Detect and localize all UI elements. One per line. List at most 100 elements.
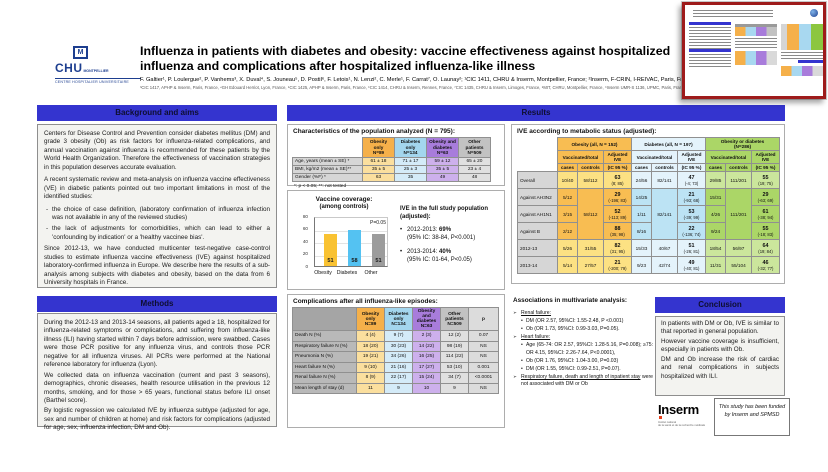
ive-season-item: 2012-2013: 69%(95% IC: 38-84, P<0.001) xyxy=(400,226,500,242)
ive-cell: 21 (-93; 68) xyxy=(676,188,707,206)
row-label: Respiratory failure N (%) xyxy=(292,340,357,352)
cases-cell: 3/15 xyxy=(557,205,578,223)
cases-cell: 5/12 xyxy=(557,188,578,206)
subheader-controls: controls xyxy=(651,163,678,172)
poster-thumbnail-preview[interactable] xyxy=(682,2,826,99)
cases-cell: 5/26 xyxy=(557,239,578,257)
value-cell: 30 (23) xyxy=(384,340,413,352)
value-cell: 18 (20) xyxy=(356,340,385,352)
chu-montpellier-logo: M CHU MONTPELLIER CENTRE HOSPITALIER UNI… xyxy=(55,46,141,84)
value-cell: 9 xyxy=(440,382,469,394)
row-label: Overall xyxy=(517,171,558,189)
ive-metabolic-table: Obesity (all, N = 152) Diabetes (all, N … xyxy=(517,137,781,274)
value-cell: 22 (17) xyxy=(384,372,413,384)
section-header-methods: Methods xyxy=(37,296,277,312)
thumbnail-title-lines xyxy=(693,10,773,18)
complications-box: Complications after all influenza-like e… xyxy=(287,294,505,428)
table-row: Renal failure N (%) 8 (9) 22 (17) 15 (24… xyxy=(292,372,499,384)
col-header-diabetes: Diabetes only N=134 xyxy=(394,137,427,158)
cases-cell: 24/56 xyxy=(631,171,652,189)
conclusion-paragraph-2: However vaccine coverage is insufficient… xyxy=(661,337,779,354)
subheader-adjusted-ive: Adjusted IVE xyxy=(676,150,707,164)
value-cell: 19 (21) xyxy=(356,351,385,363)
col-header-obesity-diabetes: Obesity and diabetes N=63 xyxy=(426,137,459,158)
methods-paragraph-2: We collected data on influenza vaccinati… xyxy=(44,371,270,404)
association-item: Age (65-74: OR 2.57, 95%CI: 1.28-5.16, P… xyxy=(513,342,653,356)
inserm-red-dot-icon xyxy=(659,416,662,419)
corner-cell xyxy=(292,307,357,331)
subheader-adjusted-ive: Adjusted IVE xyxy=(751,150,781,164)
association-item: Ob (OR 1.76, 95%CI: 1.04-3.00, P=0.03) xyxy=(513,358,653,365)
y-tick: 20 xyxy=(302,251,308,256)
cases-cell: 15/31 xyxy=(705,188,727,206)
ive-cell: 63 (8; 85) xyxy=(603,171,632,189)
value-cell: 65 ± 20 xyxy=(458,156,491,166)
characteristics-header-row: Obesity only N=89 Diabetes only N=134 Ob… xyxy=(292,137,491,158)
cases-cell: 1/11 xyxy=(631,205,652,223)
controls-merged-cell: 111/201 xyxy=(725,188,753,240)
subheader-vaccinated-total: Vaccinated/total xyxy=(557,150,604,164)
controls-cell: 40/67 xyxy=(651,239,678,257)
montpellier-text: MONTPELLIER xyxy=(82,69,109,73)
subheader-vaccinated-total: Vaccinated/total xyxy=(705,150,753,164)
value-cell: 17 (27) xyxy=(412,361,441,373)
vaccine-coverage-title: Vaccine coverage: xyxy=(315,196,373,203)
thumbnail-right-column xyxy=(781,22,823,76)
chu-logo-line: CHU MONTPELLIER xyxy=(55,59,141,79)
cases-cell: 15/33 xyxy=(631,239,652,257)
section-header-background: Background and aims xyxy=(37,105,277,121)
value-cell: 71 ± 17 xyxy=(394,156,427,166)
value-cell: 63 xyxy=(362,172,395,182)
y-tick: 40 xyxy=(302,238,308,244)
table-row: Respiratory failure N (%) 18 (20) 30 (23… xyxy=(292,340,499,352)
background-paragraph-3: Since 2012-13, we have conducted multice… xyxy=(44,245,270,286)
bar-value-label: 51 xyxy=(375,258,382,264)
table-row: Mean length of stay (d) 11 9 10 9 NS xyxy=(292,382,499,394)
association-item: Ob (OR 1.73, 95%CI: 0.99-3.03, P=0.05). xyxy=(513,326,653,333)
controls-cell: 31/55 xyxy=(577,239,604,257)
value-cell: 9 xyxy=(384,382,413,394)
controls-cell: 58/112 xyxy=(577,171,604,189)
value-cell: 114 (22) xyxy=(440,351,469,363)
confidence-interval: (95% IC: 38-84, P<0.001) xyxy=(407,235,476,242)
value-cell: 59 ± 12 xyxy=(426,156,459,166)
p-value-cell: 0.07 xyxy=(468,330,499,342)
value-cell: 35 ± 5 xyxy=(362,164,395,174)
y-tick: 80 xyxy=(302,213,308,219)
subheader-row: Vaccinated/total Adjusted IVE Vaccinated… xyxy=(518,150,781,164)
thumbnail-middle-column xyxy=(735,22,777,65)
row-label: Pneumonia N (%) xyxy=(292,351,357,363)
value-cell: 15 (24) xyxy=(412,372,441,384)
table-row: Death N (%) 4 (4) 9 (7) 2 (3) 12 (2) 0.0… xyxy=(292,330,499,342)
ive-cell: 61 (-38; 94) xyxy=(751,205,781,223)
col-header-obesity-diabetes: Obesity and diabetes N=63 xyxy=(412,307,441,331)
x-label-other: Other xyxy=(364,270,378,276)
value-cell: 25 ± 3 xyxy=(394,164,427,174)
ive-value: 69% xyxy=(439,227,452,234)
cases-cell: 9/23 xyxy=(631,256,652,274)
cases-cell: 18/54 xyxy=(705,239,727,257)
subheader-cases: cases xyxy=(557,163,578,172)
row-label: 2012-13 xyxy=(517,239,558,257)
methods-paragraph-3: By logistic regression we calculated IVE… xyxy=(44,407,270,432)
table-row: Age, years (mean ± SE) * 61 ± 18 71 ± 17… xyxy=(292,156,491,166)
season-label: 2012-2013: xyxy=(407,227,440,234)
table-row: BMI, kg/m2 (mean ± SE)** 35 ± 5 25 ± 3 3… xyxy=(292,164,491,174)
col-header-obesity: Obesity only N=89 xyxy=(362,137,395,158)
cases-cell: 14/25 xyxy=(631,188,652,206)
row-label: Against B xyxy=(517,222,558,240)
col-header-other: Other patients N=509 xyxy=(440,307,469,331)
subheader-controls: controls xyxy=(577,163,604,172)
controls-cell: 56/97 xyxy=(725,239,753,257)
col-header-obesity: Obesity only N=89 xyxy=(356,307,385,331)
poster-title: Influenza in patients with diabetes and … xyxy=(140,44,671,73)
ive-cell: 64 (19; 84) xyxy=(751,239,781,257)
bar-value-label: 58 xyxy=(351,258,358,264)
x-label-obesity: Obesity xyxy=(314,270,332,276)
inserm-wordmark: Inserm xyxy=(658,402,699,417)
association-item: DM (OR 2.57, 95%CI: 1.55-2.48, P <0.001) xyxy=(513,318,653,325)
vaccine-coverage-box: Vaccine coverage: (among controls) 0 20 … xyxy=(287,190,505,290)
value-cell: 49 xyxy=(426,172,459,182)
authors-line: F. Galtier¹, P. Loulergue², P. Vanhems³,… xyxy=(140,77,697,83)
subheader-ic: (IC 95 %) xyxy=(751,163,781,172)
